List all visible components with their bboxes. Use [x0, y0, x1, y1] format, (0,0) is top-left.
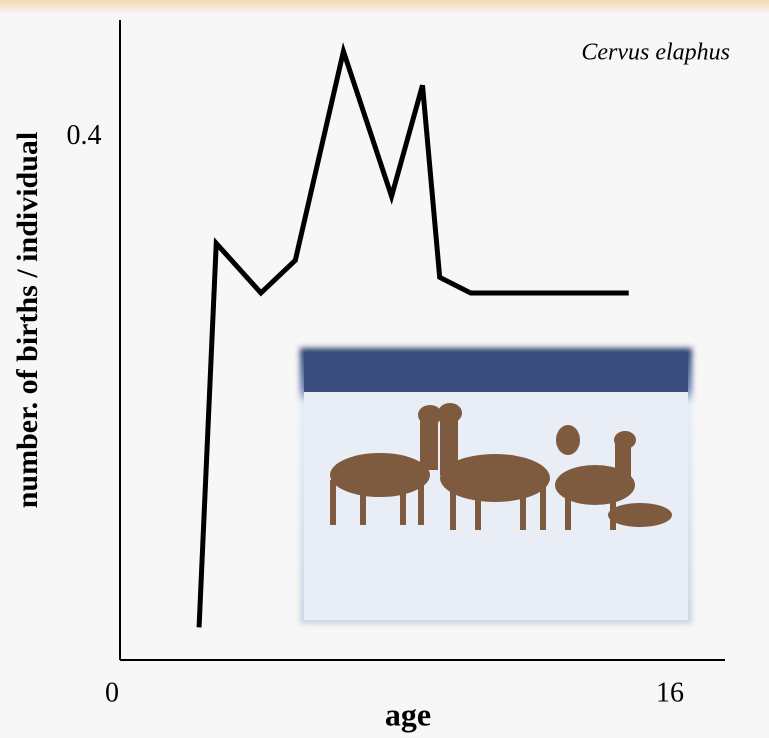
x-tick-label: 0: [105, 677, 119, 708]
page: {"chart_data": {"type": "line", "annotat…: [0, 0, 769, 738]
chart: Cervus elaphus age number. of births / i…: [0, 0, 769, 738]
x-axis-label: age: [385, 696, 431, 732]
top-band: [0, 0, 769, 14]
x-tick-label: 16: [656, 677, 684, 708]
annotation: Cervus elaphus: [581, 40, 730, 66]
photo: [300, 348, 692, 624]
y-tick-label: 0.4: [67, 120, 102, 151]
y-axis-label: number. of births / individual: [11, 132, 44, 509]
